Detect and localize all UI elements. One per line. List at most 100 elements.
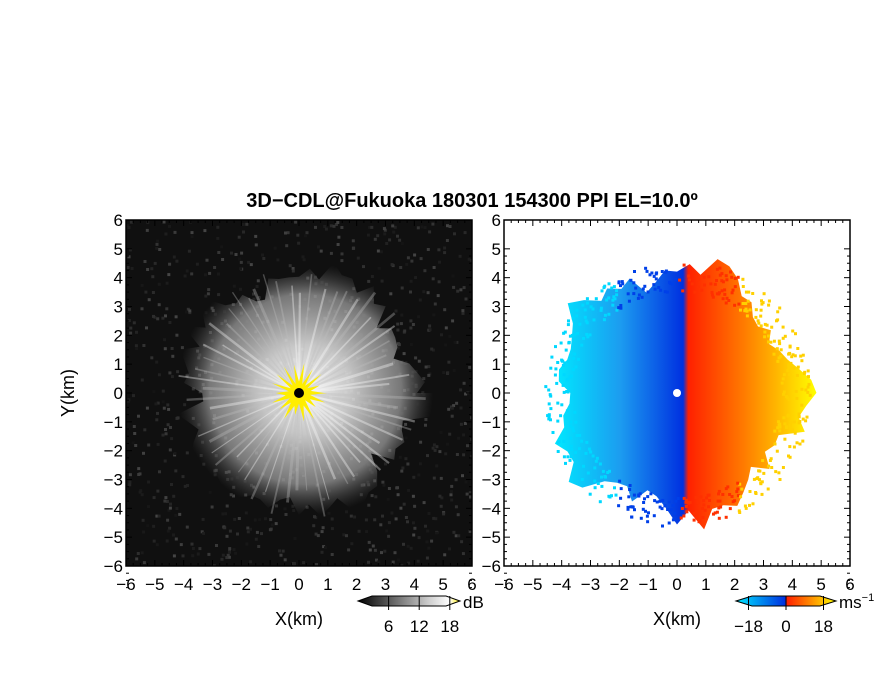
velocity-speckle — [607, 282, 611, 286]
velocity-speckle — [701, 516, 705, 519]
noise-speckle — [135, 330, 138, 334]
velocity-speckle — [782, 416, 786, 420]
noise-speckle — [451, 274, 455, 278]
noise-speckle — [216, 236, 220, 240]
noise-speckle — [254, 234, 258, 238]
velocity-speckle — [566, 360, 570, 364]
noise-speckle — [178, 512, 182, 516]
y-tick-label: 6 — [492, 211, 501, 230]
noise-speckle — [135, 557, 139, 561]
velocity-x-axis-label: X(km) — [653, 609, 701, 629]
velocity-speckle — [720, 289, 724, 293]
noise-speckle — [184, 310, 188, 314]
noise-speckle — [131, 441, 135, 445]
velocity-speckle — [582, 464, 585, 468]
velocity-speckle — [585, 301, 589, 305]
velocity-speckle — [561, 383, 565, 387]
noise-speckle — [147, 298, 151, 302]
noise-speckle — [161, 316, 165, 320]
noise-speckle — [128, 248, 132, 252]
x-tick-label: 6 — [467, 575, 476, 594]
noise-speckle — [143, 260, 147, 263]
velocity-speckle — [551, 431, 555, 434]
noise-speckle — [422, 290, 426, 294]
velocity-speckle — [730, 291, 734, 295]
velocity-speckle — [733, 277, 737, 280]
velocity-speckle — [687, 274, 691, 278]
noise-speckle — [448, 334, 452, 338]
velocity-speckle — [664, 269, 668, 273]
velocity-speckle — [699, 495, 703, 499]
velocity-speckle — [773, 442, 777, 446]
velocity-speckle — [804, 388, 808, 392]
velocity-speckle — [560, 358, 564, 362]
velocity-speckle — [607, 296, 611, 300]
velocity-speckle — [654, 272, 658, 276]
noise-speckle — [216, 225, 220, 229]
noise-speckle — [411, 494, 415, 498]
noise-speckle — [464, 480, 468, 484]
velocity-speckle — [682, 263, 686, 267]
velocity-speckle — [571, 368, 575, 372]
noise-speckle — [225, 504, 229, 508]
velocity-speckle — [692, 518, 696, 522]
noise-speckle — [217, 251, 221, 254]
velocity-speckle — [733, 285, 737, 289]
velocity-speckle — [586, 471, 590, 475]
noise-speckle — [176, 370, 180, 374]
velocity-speckle — [696, 501, 700, 505]
velocity-speckle — [776, 310, 780, 314]
noise-speckle — [152, 496, 156, 500]
noise-speckle — [145, 406, 149, 410]
velocity-speckle — [668, 281, 672, 285]
noise-speckle — [158, 470, 161, 474]
noise-speckle — [156, 239, 160, 243]
noise-speckle — [417, 359, 421, 363]
noise-speckle — [425, 540, 429, 544]
colorbar-tick-label: 18 — [814, 617, 833, 636]
y-tick-label: 1 — [114, 355, 123, 374]
noise-speckle — [185, 374, 189, 378]
noise-speckle — [352, 246, 356, 250]
velocity-speckle — [628, 488, 632, 491]
velocity-speckle — [588, 492, 592, 496]
noise-speckle — [377, 560, 381, 564]
velocity-speckle — [653, 499, 657, 503]
beam-streak — [298, 392, 381, 444]
velocity-speckle — [736, 481, 740, 485]
x-tick-label: 1 — [701, 575, 710, 594]
noise-speckle — [470, 437, 472, 441]
noise-speckle — [128, 483, 132, 487]
noise-speckle — [168, 262, 172, 266]
noise-speckle — [405, 262, 409, 266]
velocity-speckle — [603, 475, 607, 478]
velocity-speckle — [684, 504, 688, 508]
noise-speckle — [278, 549, 281, 553]
velocity-speckle — [735, 490, 739, 494]
velocity-speckle — [767, 303, 771, 307]
velocity-speckle — [640, 295, 644, 299]
velocity-speckle — [744, 506, 748, 510]
noise-speckle — [406, 520, 409, 524]
velocity-speckle — [652, 283, 656, 287]
velocity-speckle — [615, 293, 619, 297]
velocity-speckle — [736, 275, 740, 279]
velocity-speckle — [793, 431, 797, 435]
noise-speckle — [221, 553, 225, 557]
noise-speckle — [403, 329, 407, 333]
noise-speckle — [179, 543, 183, 547]
noise-speckle — [426, 529, 430, 533]
noise-speckle — [140, 493, 144, 497]
noise-speckle — [140, 551, 144, 555]
noise-speckle — [203, 229, 207, 233]
x-tick-label: 6 — [845, 575, 854, 594]
velocity-speckle — [801, 439, 805, 443]
noise-speckle — [167, 273, 171, 277]
beam-streak — [222, 344, 300, 394]
y-tick-label: −3 — [104, 471, 123, 490]
noise-speckle — [207, 552, 211, 556]
noise-speckle — [172, 494, 176, 498]
velocity-speckle — [684, 500, 688, 504]
noise-speckle — [464, 297, 468, 301]
velocity-speckle — [573, 352, 577, 356]
